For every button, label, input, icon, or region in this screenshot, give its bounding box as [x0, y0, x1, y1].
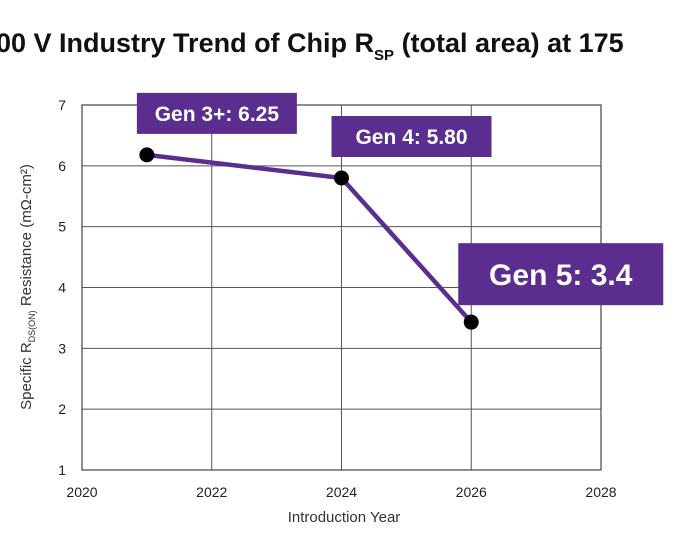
chart-title-tail: (total area) at 175 — [394, 28, 624, 58]
x-tick-label: 2024 — [326, 484, 357, 500]
annotation-label: Gen 4: 5.80 — [331, 116, 492, 157]
series-layer — [139, 147, 479, 330]
chart-title: 00 V Industry Trend of Chip RSP (total a… — [0, 28, 624, 64]
x-tick-labels: 2020 2022 2024 2026 2028 — [66, 484, 616, 500]
y-tick-label: 5 — [58, 219, 66, 235]
y-tick-label: 3 — [58, 340, 66, 356]
x-tick-label: 2028 — [585, 484, 616, 500]
y-axis-label: Specific RDS(ON) Resistance (mΩ-cm²) — [18, 164, 37, 410]
annotation-box — [136, 92, 297, 134]
annotation-text: Gen 5: 3.4 — [489, 259, 633, 292]
y-tick-label: 7 — [58, 97, 66, 113]
x-tick-label: 2022 — [196, 484, 227, 500]
chart-title-main: 00 V Industry Trend of Chip R — [0, 28, 374, 58]
annotation-label: Gen 3+: 6.25 — [136, 92, 297, 134]
x-tick-label: 2026 — [456, 484, 487, 500]
x-axis-label: Introduction Year — [288, 509, 401, 526]
y-tick-label: 4 — [58, 280, 66, 296]
data-point — [334, 170, 349, 186]
data-point — [139, 147, 155, 163]
annotation-box — [331, 116, 492, 157]
annotation-label: Gen 5: 3.4 — [458, 243, 664, 306]
data-point — [463, 314, 479, 330]
series-line — [144, 152, 474, 325]
y-tick-label: 1 — [58, 462, 66, 478]
chart-title-subscript: SP — [374, 47, 394, 64]
y-tick-labels: 1 2 3 4 5 6 7 — [58, 97, 66, 478]
annotation-text: Gen 4: 5.80 — [355, 126, 467, 149]
y-tick-label: 6 — [58, 158, 66, 174]
y-axis-label-pre: Specific R — [18, 342, 35, 410]
y-tick-label: 2 — [58, 401, 66, 417]
y-axis-label-subscript: DS(ON) — [27, 310, 37, 342]
y-axis-label-post: Resistance (mΩ-cm²) — [18, 164, 35, 310]
annotation-layer: Gen 3+: 6.25 Gen 4: 5.80 Gen 5: 3.4 — [136, 92, 664, 306]
x-tick-label: 2020 — [66, 484, 97, 500]
annotation-text: Gen 3+: 6.25 — [155, 103, 280, 126]
annotation-box — [458, 243, 664, 306]
